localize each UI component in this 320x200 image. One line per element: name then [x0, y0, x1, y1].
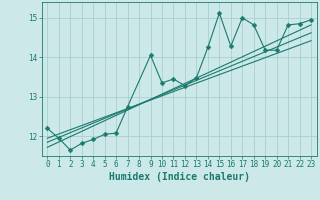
X-axis label: Humidex (Indice chaleur): Humidex (Indice chaleur) — [109, 172, 250, 182]
